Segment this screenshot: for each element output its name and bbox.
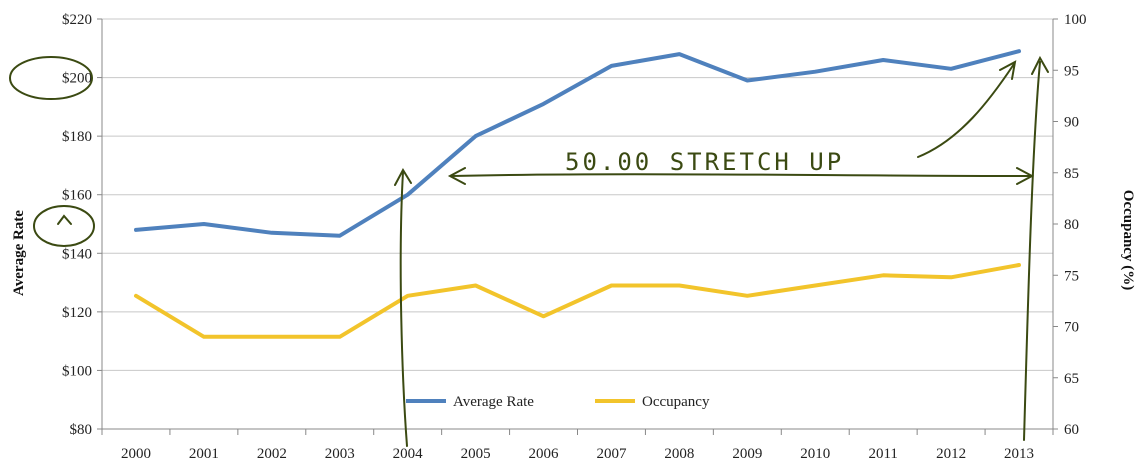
series-layer (134, 49, 1021, 339)
x-tick-label: 2006 (529, 446, 560, 462)
y-axis-title: Average Rate (11, 210, 27, 296)
x-axis-ticks: 2000 2001 2002 2003 2004 2005 2006 2007 2008 2009… (101, 429, 1054, 462)
y2-tick-label: 95 (1064, 63, 1079, 79)
curved-arrow-to-peak (917, 60, 1017, 158)
y-tick-label: $140 (62, 246, 92, 262)
x-tick-label: 2004 (393, 446, 424, 462)
gridlines (102, 18, 1053, 430)
y-tick-label: $180 (62, 129, 92, 145)
y2-tick-label: 60 (1064, 422, 1079, 438)
x-tick-label: 2010 (800, 446, 830, 462)
x-tick-label: 2013 (1004, 446, 1034, 462)
y2-tick-label: 65 (1064, 371, 1079, 387)
x-tick-label: 2009 (732, 446, 762, 462)
vertical-arrow-2004 (394, 167, 412, 447)
x-tick-label: 2000 (121, 446, 151, 462)
y2-axis-ticks: 60 65 70 75 80 85 90 95 100 (1053, 12, 1087, 438)
x-tick-label: 2012 (936, 446, 966, 462)
vertical-arrow-2013 (1023, 55, 1049, 441)
x-tick-label: 2008 (664, 446, 694, 462)
y2-tick-label: 85 (1064, 166, 1079, 182)
legend-label-average-rate: Average Rate (453, 394, 534, 410)
y-tick-label: $160 (62, 188, 92, 204)
x-tick-label: 2002 (257, 446, 287, 462)
handwritten-note: 50.00 STRETCH UP (565, 148, 844, 176)
plot-frame (101, 19, 1054, 430)
circle-annotation-200 (9, 56, 93, 100)
y-tick-label: $100 (62, 363, 92, 379)
handwritten-annotations (9, 55, 1049, 447)
legend: Average Rate Occupancy (406, 394, 710, 410)
y2-tick-label: 100 (1064, 12, 1087, 28)
y-tick-label: $200 (62, 71, 92, 87)
y2-tick-label: 70 (1064, 320, 1079, 336)
series-line-occupancy (134, 263, 1021, 339)
caret-annotation (57, 214, 72, 225)
y2-tick-label: 80 (1064, 217, 1079, 233)
legend-label-occupancy: Occupancy (642, 394, 710, 410)
y-tick-label: $220 (62, 12, 92, 28)
x-tick-label: 2003 (325, 446, 355, 462)
circle-annotation-150 (33, 205, 95, 247)
y-axis-ticks: $80 $100 $120 $140 $160 $180 $200 $220 (62, 12, 102, 438)
series-line-average-rate (134, 49, 1021, 238)
x-tick-label: 2001 (189, 446, 219, 462)
y2-tick-label: 75 (1064, 268, 1079, 284)
y2-tick-label: 90 (1064, 115, 1079, 131)
y2-axis-title: Occupancy (%) (1120, 190, 1136, 290)
x-tick-label: 2007 (596, 446, 627, 462)
y-tick-label: $120 (62, 305, 92, 321)
x-tick-label: 2011 (868, 446, 897, 462)
x-tick-label: 2005 (461, 446, 491, 462)
y-tick-label: $80 (70, 422, 93, 438)
